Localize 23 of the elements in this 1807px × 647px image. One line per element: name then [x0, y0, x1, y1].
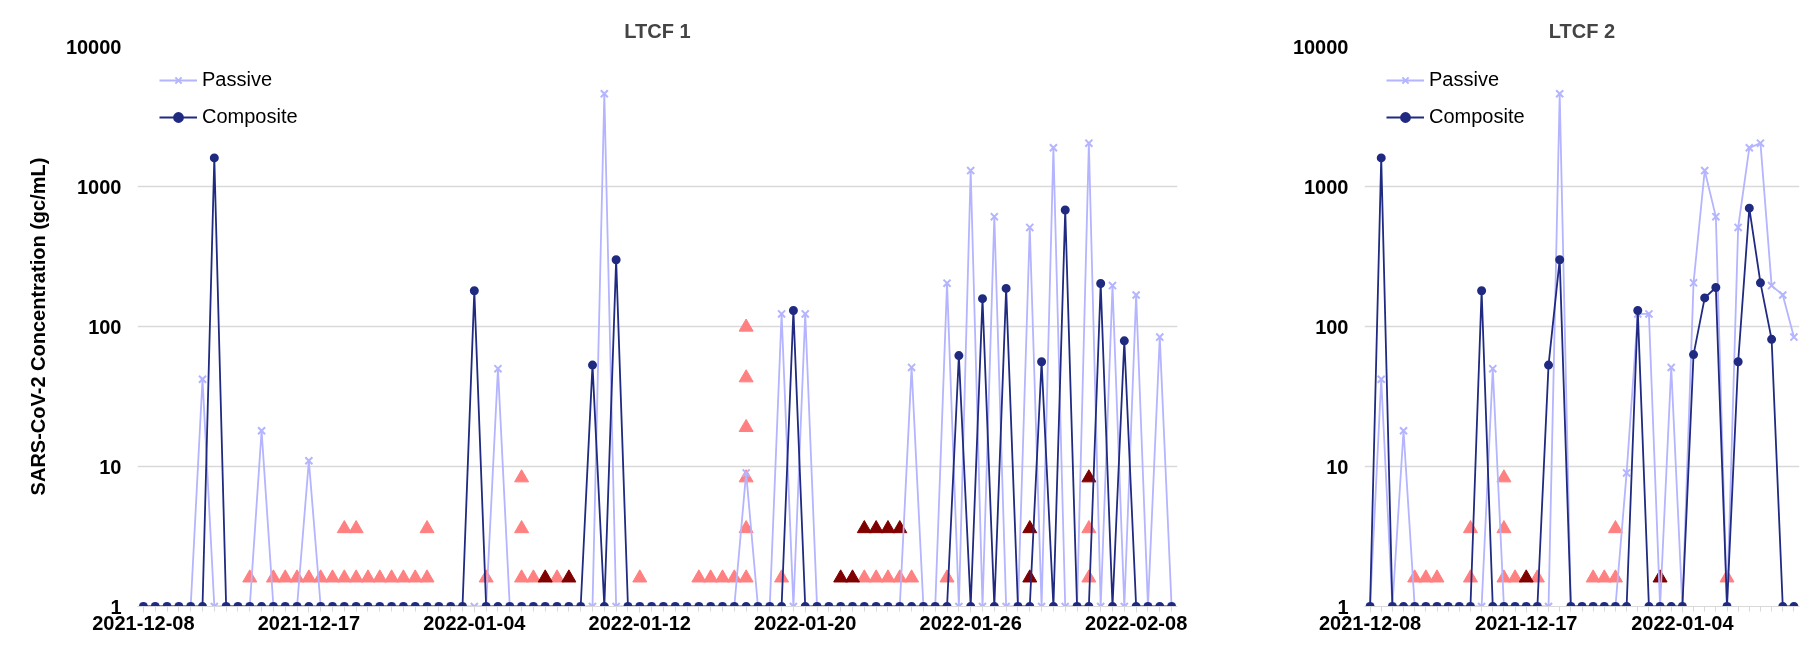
y-tick-label: 100 [1315, 315, 1349, 338]
legend-label: Composite [202, 105, 298, 128]
x-tick-label: 2022-02-08 [1084, 611, 1188, 634]
y-tick-label: 1000 [1304, 175, 1349, 198]
y-tick-label: 10 [1326, 455, 1349, 478]
x-tick-label: 2021-12-17 [257, 611, 361, 634]
y-tick-label: 10000 [1292, 35, 1349, 58]
x-tick-label: 2022-01-26 [919, 611, 1022, 634]
chart-title: LTCF 1 [624, 19, 691, 42]
x-tick-label: 2022-01-20 [754, 611, 857, 634]
x-tick-label: 2022-01-04 [1631, 611, 1735, 634]
x-tick-label: 2022-01-12 [588, 611, 691, 634]
y-tick-label: 1000 [77, 175, 122, 198]
y-tick-label: 10 [99, 455, 122, 478]
legend-label: Passive [1429, 68, 1500, 91]
x-tick-label: 2022-01-04 [423, 611, 527, 634]
y-tick-label: 10000 [65, 35, 122, 58]
legend-label: Composite [1429, 105, 1525, 128]
x-tick-label: 2021-12-17 [1475, 611, 1578, 634]
chart-title: LTCF 2 [1548, 19, 1616, 42]
legend-label: Passive [202, 68, 273, 91]
y-tick-label: 100 [88, 315, 122, 338]
y-axis-title: SARS-CoV-2 Concentration (gc/mL) [26, 157, 49, 496]
